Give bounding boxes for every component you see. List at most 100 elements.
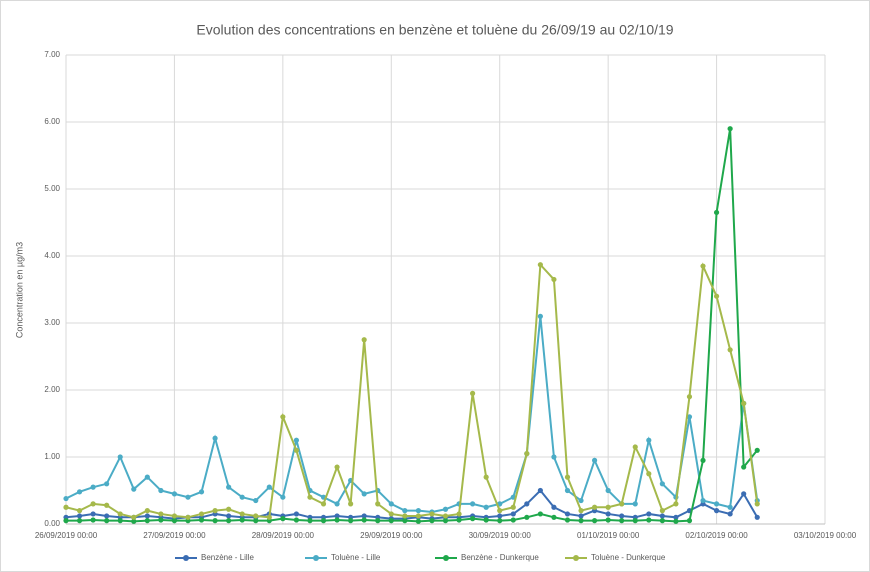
data-point (754, 514, 760, 520)
data-point (741, 491, 747, 497)
data-point (293, 517, 300, 523)
data-point (429, 518, 435, 524)
data-point (470, 516, 476, 522)
data-point (646, 511, 652, 517)
data-point (524, 514, 530, 520)
data-point (497, 513, 503, 519)
data-point (591, 518, 598, 524)
data-point (619, 513, 625, 519)
y-tick-label: 0.00 (44, 519, 60, 528)
data-point (524, 501, 530, 507)
data-point (239, 494, 245, 500)
data-point (144, 518, 150, 524)
data-point (90, 484, 96, 490)
data-point (63, 495, 69, 502)
legend-label: Toluène - Dunkerque (591, 553, 666, 562)
data-point (713, 209, 720, 216)
chart-title: Evolution des concentrations en benzène … (196, 22, 673, 38)
data-point (429, 511, 435, 517)
data-point (510, 511, 516, 517)
data-point (510, 517, 516, 523)
data-point (388, 518, 394, 524)
data-point (76, 508, 83, 514)
data-point (144, 508, 150, 514)
data-point (212, 508, 218, 514)
data-point (226, 518, 232, 524)
data-point (713, 508, 720, 514)
data-point (198, 517, 205, 523)
y-tick-label: 7.00 (44, 50, 60, 59)
data-point (63, 504, 69, 510)
data-point (131, 518, 137, 524)
data-point (605, 511, 611, 517)
data-point (266, 514, 272, 520)
data-point (198, 511, 205, 517)
x-tick-label: 29/09/2019 00:00 (360, 531, 423, 540)
data-point (90, 517, 96, 523)
x-tick-label: 28/09/2019 00:00 (252, 531, 315, 540)
data-point (104, 502, 110, 508)
data-point (226, 506, 232, 512)
data-point (104, 513, 110, 519)
data-point (117, 511, 123, 517)
data-point (605, 487, 611, 494)
series-line (65, 489, 759, 520)
grid: 0.00 1.00 2.00 3.00 4.00 5.00 6.00 7.00 26/09/20… (35, 50, 857, 540)
data-point (673, 518, 679, 524)
data-point (171, 518, 178, 524)
data-point (212, 435, 218, 441)
data-point (754, 501, 760, 507)
data-point (483, 504, 489, 510)
data-point (551, 504, 557, 510)
data-point (280, 494, 286, 500)
data-point (171, 513, 178, 519)
data-point (659, 518, 665, 524)
series-line (66, 128, 759, 523)
data-point (158, 487, 164, 494)
data-point (144, 513, 150, 519)
data-point (564, 511, 571, 517)
data-point (741, 400, 747, 406)
data-point (483, 517, 489, 523)
data-point (280, 414, 286, 420)
data-point (442, 506, 449, 512)
data-point (659, 513, 665, 519)
data-point (551, 276, 557, 283)
legend-marker (183, 555, 189, 561)
data-point (564, 487, 571, 494)
data-point (537, 487, 543, 494)
data-point (659, 508, 665, 514)
data-point (104, 518, 110, 524)
data-point (551, 454, 557, 460)
data-point (239, 517, 245, 523)
legend: Benzène - Lille Toluène - Lille Benzène - … (175, 553, 666, 562)
data-point (253, 497, 259, 504)
data-point (578, 508, 584, 514)
data-point (686, 414, 693, 420)
data-point (158, 517, 164, 523)
data-point (646, 471, 652, 477)
data-point (713, 501, 720, 507)
data-point (266, 484, 272, 490)
x-tick-label: 27/09/2019 00:00 (143, 531, 206, 540)
data-point (361, 337, 367, 343)
data-point (293, 437, 300, 443)
data-point (63, 518, 69, 524)
legend-label: Toluène - Lille (331, 553, 381, 562)
data-point (388, 511, 394, 517)
data-point (605, 517, 611, 523)
y-tick-label: 2.00 (44, 385, 60, 394)
data-point (713, 293, 720, 299)
legend-label: Benzène - Lille (201, 553, 254, 562)
y-axis-label: Concentration en µg/m3 (14, 242, 24, 338)
data-point (226, 513, 232, 519)
data-point (591, 504, 598, 510)
data-point (686, 394, 693, 400)
data-point (510, 504, 516, 510)
data-point (361, 513, 367, 519)
data-point (361, 491, 367, 497)
data-point (700, 263, 706, 269)
data-point (388, 501, 394, 507)
legend-marker (443, 555, 449, 561)
